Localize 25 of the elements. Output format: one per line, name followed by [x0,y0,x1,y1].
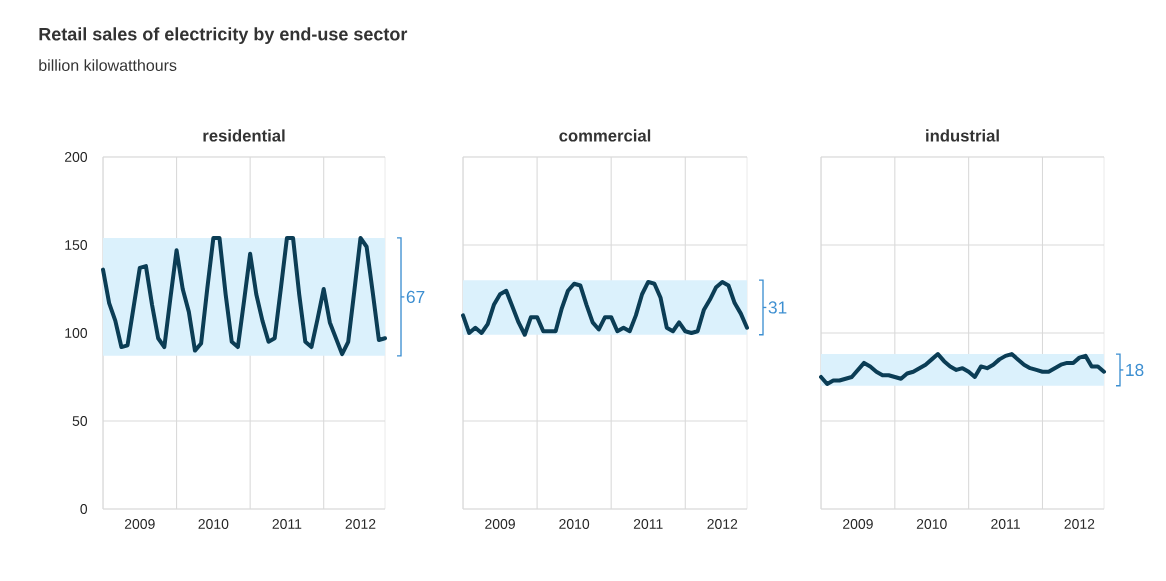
text: industrial [926,129,999,142]
x-tick-label: 2012 [345,519,376,529]
chart-subtitle: billion kilowatthours [39,59,177,71]
x-tick-label: 2011 [633,519,663,529]
text: residential [203,129,285,142]
y-tick-label: 200 [64,152,88,162]
x-tick-label: 2010 [559,519,590,529]
x-tick-label: 2010 [916,519,947,529]
x-tick-label: 2012 [707,519,738,529]
x-tick-label: 2009 [843,519,873,529]
text: commercial [559,129,651,142]
band-label: 67 [406,290,425,304]
chart-title: Retail sales of electricity by end-use sector [39,27,408,45]
y-tick-label: 50 [72,416,88,426]
band-label: 18 [1126,363,1144,377]
x-tick-label: 2012 [1064,519,1095,529]
y-tick-label: 150 [65,240,88,250]
band-label: 31 [768,301,787,314]
x-tick-label: 2011 [991,519,1020,529]
x-tick-label: 2011 [272,519,302,529]
y-tick-label: 0 [80,504,88,514]
y-tick-label: 100 [65,328,88,338]
x-tick-label: 2009 [485,519,515,529]
x-tick-label: 2010 [198,519,229,529]
x-tick-label: 2009 [124,519,155,529]
